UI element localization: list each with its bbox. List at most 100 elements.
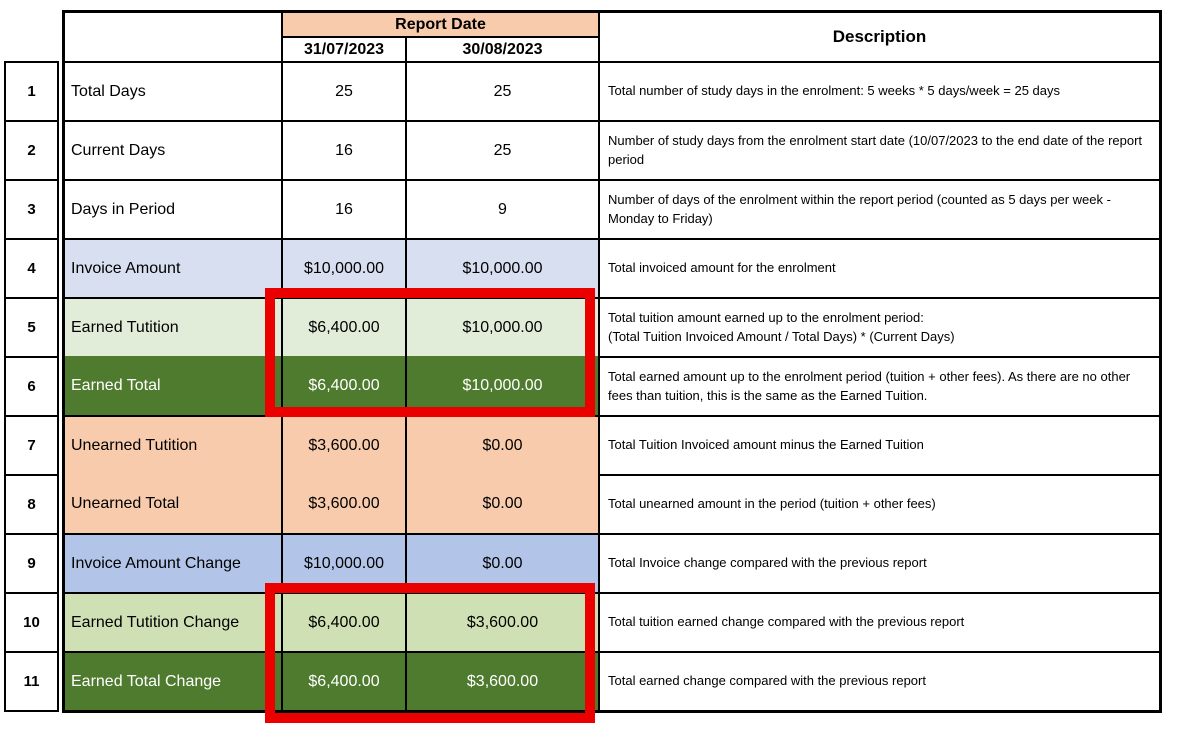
row-11-value-2: $3,600.00 bbox=[405, 651, 598, 710]
row-7-description-text: Total Tuition Invoiced amount minus the … bbox=[608, 437, 924, 453]
row-5-value-2-text: $10,000.00 bbox=[462, 318, 543, 336]
row-2-value-2: 25 bbox=[405, 120, 598, 179]
row-4-label-text: Invoice Amount bbox=[71, 259, 181, 277]
row-number-10: 10 bbox=[4, 592, 59, 653]
row-6-description: Total earned amount up to the enrolment … bbox=[598, 356, 1159, 415]
row-10-value-2: $3,600.00 bbox=[405, 592, 598, 651]
row-3-description: Number of days of the enrolment within t… bbox=[598, 179, 1159, 238]
row-7-value-1-text: $3,600.00 bbox=[308, 436, 380, 454]
report-date-2-label: 30/08/2023 bbox=[462, 40, 543, 58]
report-date-header-cell: Report Date bbox=[281, 13, 598, 36]
row-3-description-text: Number of days of the enrolment within t… bbox=[608, 191, 1111, 226]
row-6-label-text: Earned Total bbox=[71, 376, 161, 394]
row-9-description: Total Invoice change compared with the p… bbox=[598, 533, 1159, 592]
row-6-value-2: $10,000.00 bbox=[405, 356, 598, 415]
row-1-description: Total number of study days in the enrolm… bbox=[598, 61, 1159, 120]
row-10-label: Earned Tutition Change bbox=[65, 592, 281, 651]
row-2-value-1-text: 16 bbox=[335, 141, 353, 159]
row-2-description-text: Number of study days from the enrolment … bbox=[608, 132, 1143, 167]
row-1-label-text: Total Days bbox=[71, 82, 146, 100]
row-10-value-1: $6,400.00 bbox=[281, 592, 405, 651]
row-5-value-2: $10,000.00 bbox=[405, 297, 598, 356]
row-10-value-2-text: $3,600.00 bbox=[466, 613, 539, 631]
row-number-6: 6 bbox=[4, 356, 59, 417]
row-7-value-2-text: $0.00 bbox=[482, 436, 523, 454]
row-11-value-1-text: $6,400.00 bbox=[308, 672, 380, 690]
row-9-description-text: Total Invoice change compared with the p… bbox=[608, 555, 927, 571]
row-5-label-text: Earned Tutition bbox=[71, 318, 179, 336]
row-5-description: Total tuition amount earned up to the en… bbox=[598, 297, 1159, 356]
row-4-description-text: Total invoiced amount for the enrolment bbox=[608, 260, 836, 276]
report-date-1-cell: 31/07/2023 bbox=[281, 36, 405, 61]
row-8-value-1: $3,600.00 bbox=[281, 474, 405, 533]
row-number-5: 5 bbox=[4, 297, 59, 358]
row-9-label: Invoice Amount Change bbox=[65, 533, 281, 592]
row-1-value-1: 25 bbox=[281, 61, 405, 120]
row-7-value-2: $0.00 bbox=[405, 415, 598, 474]
row-11-label: Earned Total Change bbox=[65, 651, 281, 710]
row-8-value-2: $0.00 bbox=[405, 474, 598, 533]
row-7-description: Total Tuition Invoiced amount minus the … bbox=[598, 415, 1159, 474]
row-8-label-text: Unearned Total bbox=[71, 494, 180, 512]
row-number-8: 8 bbox=[4, 474, 59, 535]
row-4-value-1: $10,000.00 bbox=[281, 238, 405, 297]
row-4-value-2: $10,000.00 bbox=[405, 238, 598, 297]
row-number-7: 7 bbox=[4, 415, 59, 476]
description-header-cell: Description bbox=[598, 13, 1159, 61]
row-6-description-text: Total earned amount up to the enrolment … bbox=[608, 368, 1131, 403]
row-10-label-text: Earned Tutition Change bbox=[71, 613, 240, 631]
row-3-value-1: 16 bbox=[281, 179, 405, 238]
row-5-value-1-text: $6,400.00 bbox=[308, 318, 380, 336]
row-9-value-1-text: $10,000.00 bbox=[303, 554, 385, 572]
row-8-label: Unearned Total bbox=[65, 474, 281, 533]
row-1-label: Total Days bbox=[65, 61, 281, 120]
description-header-label: Description bbox=[832, 27, 927, 46]
row-number-2: 2 bbox=[4, 120, 59, 181]
row-2-value-2-text: 25 bbox=[493, 141, 512, 159]
row-4-description: Total invoiced amount for the enrolment bbox=[598, 238, 1159, 297]
row-number-1: 1 bbox=[4, 61, 59, 122]
row-11-value-2-text: $3,600.00 bbox=[466, 672, 539, 690]
row-4-value-1-text: $10,000.00 bbox=[303, 259, 385, 277]
row-6-label: Earned Total bbox=[65, 356, 281, 415]
row-number-4: 4 bbox=[4, 238, 59, 299]
row-7-value-1: $3,600.00 bbox=[281, 415, 405, 474]
row-1-value-2: 25 bbox=[405, 61, 598, 120]
row-11-label-text: Earned Total Change bbox=[71, 672, 222, 690]
row-8-description-text: Total unearned amount in the period (tui… bbox=[608, 496, 936, 512]
row-8-value-1-text: $3,600.00 bbox=[308, 494, 380, 512]
row-5-label: Earned Tutition bbox=[65, 297, 281, 356]
row-3-label: Days in Period bbox=[65, 179, 281, 238]
report-table: Report Date Description 31/07/2023 30/08… bbox=[62, 10, 1162, 713]
row-4-value-2-text: $10,000.00 bbox=[462, 259, 543, 277]
row-4-label: Invoice Amount bbox=[65, 238, 281, 297]
row-6-value-2-text: $10,000.00 bbox=[462, 376, 543, 394]
row-number-9: 9 bbox=[4, 533, 59, 594]
row-6-value-1: $6,400.00 bbox=[281, 356, 405, 415]
row-11-description-text: Total earned change compared with the pr… bbox=[608, 673, 926, 689]
row-8-description: Total unearned amount in the period (tui… bbox=[598, 474, 1159, 533]
row-9-value-2-text: $0.00 bbox=[482, 554, 523, 572]
row-3-value-1-text: 16 bbox=[335, 200, 353, 218]
row-7-label: Unearned Tutition bbox=[65, 415, 281, 474]
report-date-1-label: 31/07/2023 bbox=[303, 40, 385, 58]
row-1-value-2-text: 25 bbox=[493, 82, 512, 100]
row-1-description-text: Total number of study days in the enrolm… bbox=[608, 83, 1060, 99]
row-11-description: Total earned change compared with the pr… bbox=[598, 651, 1159, 710]
row-10-description: Total tuition earned change compared wit… bbox=[598, 592, 1159, 651]
label-column-header-cell bbox=[65, 13, 281, 61]
row-6-value-1-text: $6,400.00 bbox=[308, 376, 380, 394]
row-3-label-text: Days in Period bbox=[71, 200, 176, 218]
row-2-label-text: Current Days bbox=[71, 141, 166, 159]
row-2-label: Current Days bbox=[65, 120, 281, 179]
row-8-value-2-text: $0.00 bbox=[482, 494, 523, 512]
row-number-3: 3 bbox=[4, 179, 59, 240]
row-3-value-2: 9 bbox=[405, 179, 598, 238]
row-7-label-text: Unearned Tutition bbox=[71, 436, 198, 454]
row-2-description: Number of study days from the enrolment … bbox=[598, 120, 1159, 179]
row-9-value-2: $0.00 bbox=[405, 533, 598, 592]
row-9-label-text: Invoice Amount Change bbox=[71, 554, 241, 572]
report-date-header-label: Report Date bbox=[395, 15, 486, 33]
row-5-description-text: Total tuition amount earned up to the en… bbox=[608, 309, 955, 344]
